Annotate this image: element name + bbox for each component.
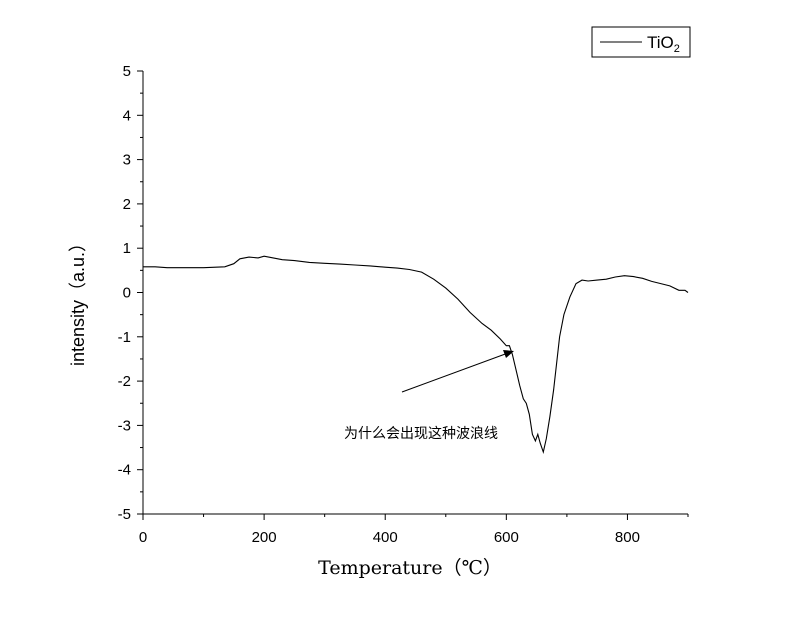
x-tick-label: 800: [615, 529, 640, 546]
y-tick-label: 4: [123, 107, 131, 124]
y-tick-label: 5: [123, 63, 131, 80]
x-tick-label: 0: [139, 529, 147, 546]
y-tick-label: 0: [123, 285, 131, 302]
legend: TiO2: [591, 26, 691, 58]
annotation-text: 为什么会出现这种波浪线: [344, 425, 498, 442]
x-tick-label: 200: [252, 529, 277, 546]
legend-label: TiO2: [647, 33, 680, 55]
x-tick-labels: 0 200 400 600 800: [139, 529, 640, 546]
y-axis-label: intensity（a.u.）: [68, 234, 88, 366]
annotation: 为什么会出现这种波浪线: [344, 350, 514, 442]
y-tick-label: 2: [123, 196, 131, 213]
x-ticks: [142, 514, 689, 520]
y-tick-label: 3: [123, 152, 131, 169]
series-line-tio2: [143, 255, 689, 454]
y-tick-label: -5: [118, 506, 131, 523]
x-axis-label: Temperature（℃）: [318, 557, 502, 579]
y-tick-label: -3: [118, 417, 131, 434]
x-tick-label: 400: [373, 529, 398, 546]
y-tick-label: 1: [123, 240, 131, 257]
y-tick-label: -4: [118, 462, 131, 479]
x-tick-label: 600: [494, 529, 519, 546]
annotation-arrow-line: [401, 352, 509, 393]
y-ticks: [137, 70, 143, 515]
y-tick-labels: 5 4 3 2 1 0 -1 -2 -3 -4 -5: [118, 63, 131, 523]
y-tick-label: -1: [118, 329, 131, 346]
annotation-arrowhead: [503, 350, 514, 358]
y-tick-label: -2: [118, 373, 131, 390]
plot-area: 0 200 400 600 800 5 4 3 2 1 0 -1 -2 -3 -4 -5: [118, 63, 689, 546]
